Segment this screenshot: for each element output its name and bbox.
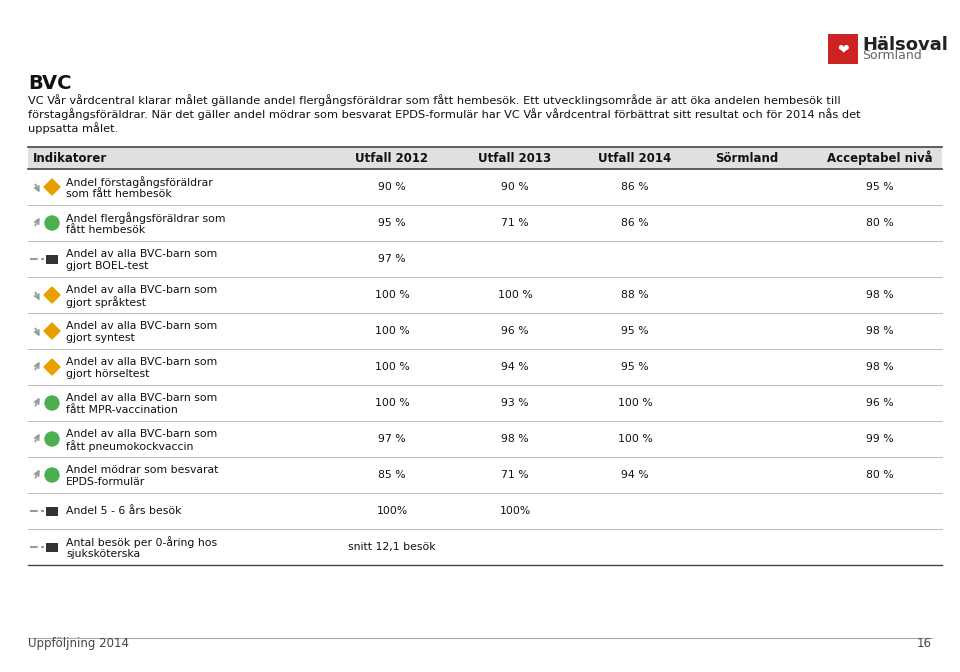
Text: Andel av alla BVC-barn som: Andel av alla BVC-barn som: [66, 321, 217, 331]
Text: 86 %: 86 %: [621, 218, 649, 228]
Text: ❤: ❤: [837, 42, 849, 56]
Text: 98 %: 98 %: [866, 362, 894, 372]
Text: 90 %: 90 %: [378, 182, 406, 192]
Text: gjort hörseltest: gjort hörseltest: [66, 369, 150, 379]
Polygon shape: [44, 179, 60, 195]
Text: EPDS-formulär: EPDS-formulär: [66, 477, 145, 487]
Bar: [46, 542, 58, 552]
Text: 98 %: 98 %: [866, 290, 894, 300]
Text: Utfall 2013: Utfall 2013: [478, 151, 552, 165]
Text: gjort språktest: gjort språktest: [66, 296, 146, 308]
Text: Andel av alla BVC-barn som: Andel av alla BVC-barn som: [66, 357, 217, 367]
Text: 96 %: 96 %: [501, 326, 529, 336]
Text: 88 %: 88 %: [621, 290, 649, 300]
Text: 95 %: 95 %: [621, 326, 649, 336]
Text: Andel 5 - 6 års besök: Andel 5 - 6 års besök: [66, 506, 181, 516]
Bar: [46, 255, 58, 263]
Text: 100 %: 100 %: [617, 398, 653, 408]
Text: 98 %: 98 %: [501, 434, 529, 444]
Circle shape: [45, 396, 59, 410]
Text: 100 %: 100 %: [497, 290, 533, 300]
Text: 93 %: 93 %: [501, 398, 529, 408]
Text: 97 %: 97 %: [378, 254, 406, 264]
Text: 90 %: 90 %: [501, 182, 529, 192]
Text: BVC: BVC: [28, 74, 71, 93]
Text: 100%: 100%: [499, 506, 531, 516]
Bar: [46, 507, 58, 515]
Text: 100 %: 100 %: [374, 398, 409, 408]
Bar: [28, 147, 942, 169]
Text: 97 %: 97 %: [378, 434, 406, 444]
Text: snitt 12,1 besök: snitt 12,1 besök: [348, 542, 436, 552]
Text: Andel av alla BVC-barn som: Andel av alla BVC-barn som: [66, 393, 217, 403]
Text: 16: 16: [917, 637, 932, 650]
Text: sjuksköterska: sjuksköterska: [66, 549, 140, 559]
Text: fått pneumokockvaccin: fått pneumokockvaccin: [66, 440, 193, 452]
Polygon shape: [44, 287, 60, 303]
Text: 95 %: 95 %: [621, 362, 649, 372]
Text: 80 %: 80 %: [866, 470, 894, 480]
Text: Andel flergångsföräldrar som: Andel flergångsföräldrar som: [66, 212, 226, 224]
Text: 94 %: 94 %: [501, 362, 529, 372]
Text: Sörmland: Sörmland: [715, 151, 779, 165]
Text: 96 %: 96 %: [866, 398, 894, 408]
Text: Andel av alla BVC-barn som: Andel av alla BVC-barn som: [66, 249, 217, 259]
Text: gjort syntest: gjort syntest: [66, 333, 134, 343]
Text: Acceptabel nivå: Acceptabel nivå: [828, 151, 933, 165]
Text: 100 %: 100 %: [374, 290, 409, 300]
Text: gjort BOEL-test: gjort BOEL-test: [66, 261, 149, 271]
Text: 94 %: 94 %: [621, 470, 649, 480]
Text: förstagångsföräldrar. När det gäller andel mödrar som besvarat EPDS-formulär har: förstagångsföräldrar. När det gäller and…: [28, 108, 860, 120]
Circle shape: [45, 432, 59, 446]
Text: Utfall 2012: Utfall 2012: [355, 151, 428, 165]
Text: 100 %: 100 %: [617, 434, 653, 444]
Text: 71 %: 71 %: [501, 470, 529, 480]
Bar: [828, 34, 858, 64]
Text: Sörmland: Sörmland: [862, 49, 922, 62]
Circle shape: [45, 216, 59, 230]
Polygon shape: [44, 359, 60, 375]
Text: fått hembesök: fått hembesök: [66, 225, 145, 235]
Text: VC Vår vårdcentral klarar målet gällande andel flergångsföräldrar som fått hembe: VC Vår vårdcentral klarar målet gällande…: [28, 94, 841, 106]
Text: 100 %: 100 %: [374, 326, 409, 336]
Text: 95 %: 95 %: [866, 182, 894, 192]
Text: uppsatta målet.: uppsatta målet.: [28, 122, 118, 134]
Text: som fått hembesök: som fått hembesök: [66, 189, 172, 199]
Text: Utfall 2014: Utfall 2014: [598, 151, 672, 165]
Text: Andel av alla BVC-barn som: Andel av alla BVC-barn som: [66, 285, 217, 295]
Text: 99 %: 99 %: [866, 434, 894, 444]
Text: 85 %: 85 %: [378, 470, 406, 480]
Text: Uppföljning 2014: Uppföljning 2014: [28, 637, 129, 650]
Text: fått MPR-vaccination: fått MPR-vaccination: [66, 405, 178, 415]
Text: 100 %: 100 %: [374, 362, 409, 372]
Text: Hälsoval: Hälsoval: [862, 36, 948, 54]
Text: 71 %: 71 %: [501, 218, 529, 228]
Text: Antal besök per 0-åring hos: Antal besök per 0-åring hos: [66, 536, 217, 548]
Circle shape: [45, 468, 59, 482]
Text: 86 %: 86 %: [621, 182, 649, 192]
Text: Andel mödrar som besvarat: Andel mödrar som besvarat: [66, 465, 218, 475]
Text: Andel förstagångsföräldrar: Andel förstagångsföräldrar: [66, 176, 213, 188]
Polygon shape: [44, 323, 60, 339]
Text: Indikatorer: Indikatorer: [33, 151, 108, 165]
Text: 98 %: 98 %: [866, 326, 894, 336]
Text: Andel av alla BVC-barn som: Andel av alla BVC-barn som: [66, 429, 217, 439]
Text: 80 %: 80 %: [866, 218, 894, 228]
Text: 95 %: 95 %: [378, 218, 406, 228]
Text: 100%: 100%: [376, 506, 408, 516]
